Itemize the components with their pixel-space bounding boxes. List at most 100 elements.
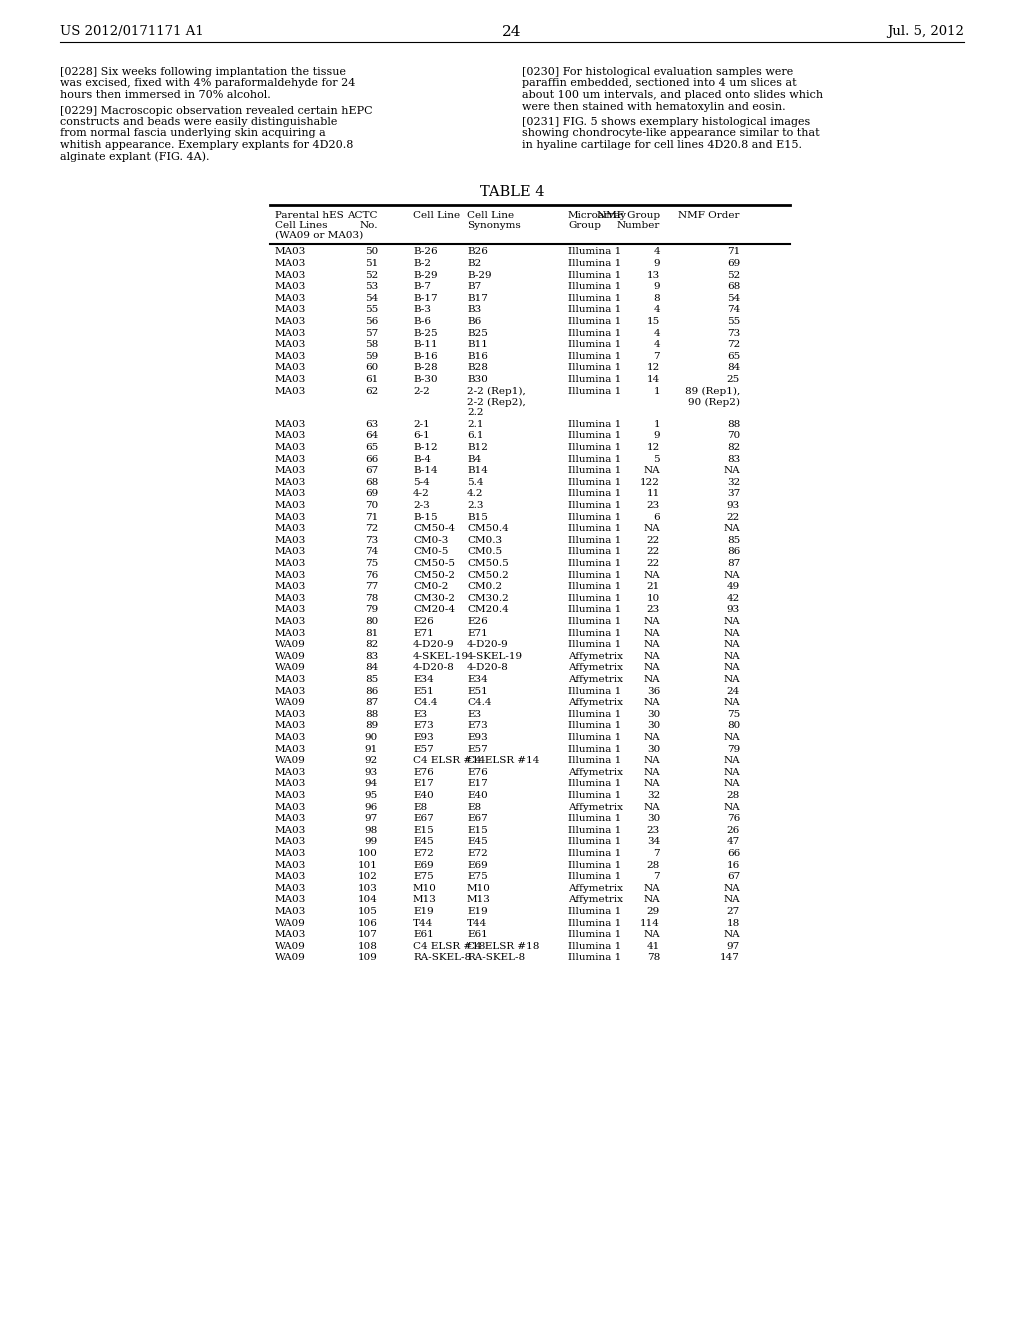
Text: E61: E61 xyxy=(467,931,487,940)
Text: 89: 89 xyxy=(365,722,378,730)
Text: Cell Lines: Cell Lines xyxy=(275,220,328,230)
Text: Affymetrix: Affymetrix xyxy=(568,698,623,708)
Text: C4 ELSR #18: C4 ELSR #18 xyxy=(413,941,485,950)
Text: NA: NA xyxy=(723,664,740,672)
Text: NA: NA xyxy=(723,756,740,766)
Text: No.: No. xyxy=(359,220,378,230)
Text: Illumina 1: Illumina 1 xyxy=(568,582,622,591)
Text: B14: B14 xyxy=(467,466,487,475)
Text: 93: 93 xyxy=(727,606,740,614)
Text: Affymetrix: Affymetrix xyxy=(568,652,623,661)
Text: 56: 56 xyxy=(365,317,378,326)
Text: 13: 13 xyxy=(647,271,660,280)
Text: MA03: MA03 xyxy=(275,317,306,326)
Text: Parental hES: Parental hES xyxy=(275,211,344,220)
Text: MA03: MA03 xyxy=(275,931,306,940)
Text: Illumina 1: Illumina 1 xyxy=(568,305,622,314)
Text: Cell Line: Cell Line xyxy=(413,211,460,220)
Text: RA-SKEL-8: RA-SKEL-8 xyxy=(467,953,525,962)
Text: Illumina 1: Illumina 1 xyxy=(568,352,622,360)
Text: 49: 49 xyxy=(727,582,740,591)
Text: 95: 95 xyxy=(365,791,378,800)
Text: 80: 80 xyxy=(365,616,378,626)
Text: E75: E75 xyxy=(467,873,487,882)
Text: Illumina 1: Illumina 1 xyxy=(568,722,622,730)
Text: 87: 87 xyxy=(727,558,740,568)
Text: E57: E57 xyxy=(413,744,434,754)
Text: 4-2: 4-2 xyxy=(413,490,430,499)
Text: E72: E72 xyxy=(467,849,487,858)
Text: 83: 83 xyxy=(365,652,378,661)
Text: Illumina 1: Illumina 1 xyxy=(568,594,622,603)
Text: 68: 68 xyxy=(727,282,740,292)
Text: 42: 42 xyxy=(727,594,740,603)
Text: 73: 73 xyxy=(365,536,378,545)
Text: Illumina 1: Illumina 1 xyxy=(568,282,622,292)
Text: 90 (Rep2): 90 (Rep2) xyxy=(688,397,740,407)
Text: NA: NA xyxy=(643,675,660,684)
Text: 70: 70 xyxy=(365,502,378,510)
Text: Affymetrix: Affymetrix xyxy=(568,895,623,904)
Text: Illumina 1: Illumina 1 xyxy=(568,329,622,338)
Text: hours then immersed in 70% alcohol.: hours then immersed in 70% alcohol. xyxy=(60,90,270,100)
Text: MA03: MA03 xyxy=(275,837,306,846)
Text: Illumina 1: Illumina 1 xyxy=(568,294,622,302)
Text: E69: E69 xyxy=(413,861,434,870)
Text: Group: Group xyxy=(568,220,601,230)
Text: 79: 79 xyxy=(727,744,740,754)
Text: E8: E8 xyxy=(413,803,427,812)
Text: from normal fascia underlying skin acquiring a: from normal fascia underlying skin acqui… xyxy=(60,128,326,139)
Text: Illumina 1: Illumina 1 xyxy=(568,548,622,557)
Text: Jul. 5, 2012: Jul. 5, 2012 xyxy=(887,25,964,38)
Text: 4: 4 xyxy=(653,329,660,338)
Text: MA03: MA03 xyxy=(275,524,306,533)
Text: 10: 10 xyxy=(647,594,660,603)
Text: B3: B3 xyxy=(467,305,481,314)
Text: NA: NA xyxy=(723,524,740,533)
Text: 93: 93 xyxy=(727,502,740,510)
Text: 93: 93 xyxy=(365,768,378,776)
Text: MA03: MA03 xyxy=(275,722,306,730)
Text: 147: 147 xyxy=(720,953,740,962)
Text: 2-2 (Rep2),: 2-2 (Rep2), xyxy=(467,397,525,407)
Text: E73: E73 xyxy=(467,722,487,730)
Text: NA: NA xyxy=(643,931,660,940)
Text: 52: 52 xyxy=(365,271,378,280)
Text: 27: 27 xyxy=(727,907,740,916)
Text: E34: E34 xyxy=(413,675,434,684)
Text: E61: E61 xyxy=(413,931,434,940)
Text: 66: 66 xyxy=(727,849,740,858)
Text: 60: 60 xyxy=(365,363,378,372)
Text: B-26: B-26 xyxy=(413,247,437,256)
Text: CM50-5: CM50-5 xyxy=(413,558,455,568)
Text: Illumina 1: Illumina 1 xyxy=(568,478,622,487)
Text: Illumina 1: Illumina 1 xyxy=(568,791,622,800)
Text: 81: 81 xyxy=(365,628,378,638)
Text: 69: 69 xyxy=(365,490,378,499)
Text: TABLE 4: TABLE 4 xyxy=(480,185,544,199)
Text: 71: 71 xyxy=(727,247,740,256)
Text: 4-D20-8: 4-D20-8 xyxy=(467,664,509,672)
Text: E19: E19 xyxy=(413,907,434,916)
Text: 23: 23 xyxy=(647,502,660,510)
Text: 71: 71 xyxy=(365,512,378,521)
Text: 6-1: 6-1 xyxy=(413,432,430,441)
Text: MA03: MA03 xyxy=(275,259,306,268)
Text: constructs and beads were easily distinguishable: constructs and beads were easily disting… xyxy=(60,117,337,127)
Text: B-30: B-30 xyxy=(413,375,437,384)
Text: [0230] For histological evaluation samples were: [0230] For histological evaluation sampl… xyxy=(522,67,794,77)
Text: 23: 23 xyxy=(647,826,660,834)
Text: E45: E45 xyxy=(413,837,434,846)
Text: E15: E15 xyxy=(413,826,434,834)
Text: 97: 97 xyxy=(365,814,378,824)
Text: 37: 37 xyxy=(727,490,740,499)
Text: NA: NA xyxy=(723,768,740,776)
Text: B6: B6 xyxy=(467,317,481,326)
Text: 18: 18 xyxy=(727,919,740,928)
Text: MA03: MA03 xyxy=(275,490,306,499)
Text: 41: 41 xyxy=(647,941,660,950)
Text: MA03: MA03 xyxy=(275,594,306,603)
Text: MA03: MA03 xyxy=(275,548,306,557)
Text: 28: 28 xyxy=(647,861,660,870)
Text: B12: B12 xyxy=(467,444,487,451)
